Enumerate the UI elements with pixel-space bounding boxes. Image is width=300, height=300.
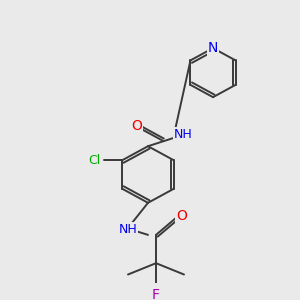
- Text: NH: NH: [174, 128, 192, 141]
- Text: O: O: [131, 119, 142, 134]
- Text: NH: NH: [118, 223, 137, 236]
- Text: Cl: Cl: [88, 154, 100, 167]
- Text: O: O: [177, 209, 188, 223]
- Text: F: F: [152, 288, 160, 300]
- Text: N: N: [208, 41, 218, 55]
